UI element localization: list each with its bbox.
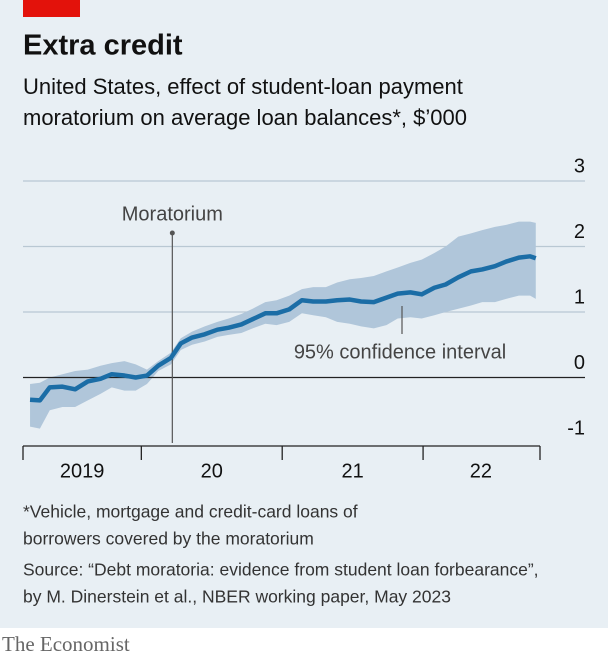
subtitle: moratorium on average loan balances*, $’…: [23, 105, 467, 130]
x-tick-label: 22: [470, 460, 492, 482]
confidence-band: [30, 221, 536, 429]
y-tick-label: 2: [574, 221, 585, 243]
brand: The Economist: [2, 632, 130, 656]
x-tick-label: 21: [342, 460, 364, 482]
y-tick-label: -1: [567, 417, 585, 439]
data-line: [29, 254, 537, 403]
background: [0, 0, 608, 628]
y-tick-label: 1: [574, 286, 585, 308]
brand-tag: [23, 0, 80, 17]
moratorium-dot: [169, 230, 175, 236]
footnote: *Vehicle, mortgage and credit-card loans…: [23, 502, 358, 522]
chart-title: Extra credit: [23, 30, 183, 62]
source: by M. Dinerstein et al., NBER working pa…: [23, 587, 451, 607]
x-tick-label: 20: [201, 460, 223, 482]
x-tick-label: 2019: [60, 460, 105, 482]
y-tick-label: 0: [574, 352, 585, 374]
y-tick-label: 3: [574, 155, 585, 177]
source: Source: “Debt moratoria: evidence from s…: [23, 560, 539, 580]
footnote: borrowers covered by the moratorium: [23, 529, 314, 549]
subtitle: United States, effect of student-loan pa…: [23, 74, 463, 99]
annotation: 95% confidence interval: [294, 341, 506, 363]
annotation: Moratorium: [122, 203, 223, 225]
